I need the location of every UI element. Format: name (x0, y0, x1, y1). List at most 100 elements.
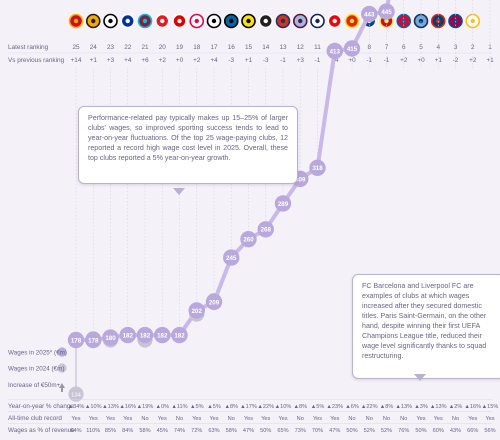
rb-leipzig-crest-icon (189, 13, 205, 29)
wages-2025-point (102, 329, 119, 346)
vs-previous-value: -1 (315, 57, 321, 64)
wages-2025-label: 415 (347, 46, 358, 53)
legend-wages-2024-marker (57, 363, 67, 373)
yoy-change-value: ▲13% (102, 404, 119, 410)
ranking-value: 11 (314, 44, 321, 51)
annotation-performance-pay-text: Performance-related pay typically makes … (88, 114, 288, 162)
west-ham-crest-icon-center (142, 18, 148, 24)
annotation-pointer (414, 374, 426, 381)
monaco-crest-icon-center (160, 18, 165, 24)
ranking-value: 16 (228, 44, 236, 51)
all-time-record-value: No (366, 416, 373, 422)
wages-pct-revenue-value: 50% (260, 428, 271, 434)
all-time-record-value: Yes (278, 416, 287, 422)
yoy-change-value: ▲13% (395, 404, 412, 410)
yoy-change-value: ▲0% (155, 404, 169, 410)
wages-2025-label: 318 (312, 165, 323, 172)
vs-previous-value: +0 (176, 57, 184, 64)
yoy-change-value: ▲22% (257, 404, 274, 410)
yoy-change-value: ▲5% (190, 404, 204, 410)
yoy-change-value: ▲15% (482, 404, 499, 410)
all-time-record-value: Yes (313, 416, 322, 422)
wages-2025-label: 178 (88, 337, 99, 344)
wages-2025-point (361, 5, 378, 23)
all-time-record-value: Yes (209, 416, 218, 422)
ranking-value: 2 (471, 44, 475, 51)
legend-wages-2025-label: Wages in 2025* (€m) (8, 350, 67, 357)
yoy-change-value: ▲10% (275, 404, 292, 410)
newcastle-crest-icon (258, 13, 274, 29)
nottingham-forest-crest-icon (172, 13, 187, 29)
all-time-record-value: Yes (261, 416, 270, 422)
ranking-value: 21 (141, 44, 149, 51)
ranking-value: 14 (262, 44, 270, 51)
wages-2025-point (67, 331, 85, 349)
vs-previous-value: -3 (228, 57, 234, 64)
wages-2025-point (119, 326, 136, 344)
row-label-wages-pct-revenue: Wages as % of revenue (8, 427, 75, 434)
nottingham-forest-crest-icon-center (177, 18, 182, 24)
newcastle-crest-icon-center (263, 18, 268, 24)
yoy-change-value: ▲8% (380, 404, 394, 410)
ranking-value: 17 (210, 44, 218, 51)
legend-wages-2024-label: Wages in 2024 (€m) (8, 366, 64, 373)
psg-crest-icon-center (436, 18, 441, 24)
ranking-value: 19 (176, 44, 184, 51)
galatasaray-crest-icon-center (73, 18, 79, 24)
all-time-record-value: Yes (89, 416, 98, 422)
yoy-change-value: ▲16% (119, 404, 136, 410)
ranking-value: 7 (385, 44, 389, 51)
man-united-crest-icon (344, 13, 360, 29)
wages-pct-revenue-value: 43% (450, 428, 461, 434)
vs-previous-value: +2 (193, 57, 201, 64)
wages-pct-revenue-value: 64% (70, 428, 81, 434)
wages-pct-revenue-value: 72% (191, 428, 202, 434)
wages-pct-revenue-value: 47% (329, 428, 340, 434)
wages-2025-point (274, 195, 292, 212)
annotation-performance-pay: Performance-related pay typically makes … (78, 106, 298, 184)
vs-previous-value: +14 (71, 57, 82, 64)
wages-2025-label: 245 (226, 255, 237, 262)
vs-previous-value: +6 (141, 57, 149, 64)
ranking-value: 15 (245, 44, 253, 51)
ranking-value: 23 (107, 44, 115, 51)
wages-2025-point (223, 249, 240, 266)
annotation-pointer (173, 188, 185, 195)
wages-pct-revenue-value: 52% (364, 428, 375, 434)
atletico-crest-icon (275, 13, 291, 29)
ranking-value: 4 (436, 44, 440, 51)
vs-previous-value: +3 (107, 57, 115, 64)
wages-2025-label: 182 (157, 332, 168, 339)
wages-2025-label: 289 (278, 201, 289, 208)
yoy-change-value: ▲3% (414, 404, 428, 410)
ranking-value: 24 (90, 44, 98, 51)
yoy-change-value: ▲2% (449, 404, 463, 410)
inter-crest-icon-center (229, 18, 234, 24)
wages-2025-point (326, 42, 343, 60)
wages-pct-revenue-value: 70% (312, 428, 323, 434)
all-time-record-value: Yes (416, 416, 425, 422)
wages-2025-label: 209 (209, 299, 220, 306)
wages-2025-point (343, 40, 361, 57)
wages-2025-point (171, 326, 188, 344)
vs-previous-value: -1 (280, 57, 286, 64)
wages-pct-revenue-value: 74% (174, 428, 185, 434)
wages-2025-point (85, 331, 102, 349)
west-ham-crest-icon (137, 13, 153, 29)
ranking-value: 13 (279, 44, 287, 51)
yoy-change-value: ▲10% (85, 404, 102, 410)
fulham-crest-icon-center (108, 18, 113, 24)
wages-pct-revenue-value: 58% (226, 428, 237, 434)
yoy-change-value: ▲17% (240, 404, 257, 410)
wages-pct-revenue-value: 45% (157, 428, 168, 434)
wages-2025-label: 413 (330, 48, 341, 55)
yoy-change-value: ▲5% (207, 404, 221, 410)
row-label-latest-ranking: Latest ranking (8, 44, 49, 51)
yoy-change-value: ▲5% (311, 404, 325, 410)
vs-previous-value: +1 (245, 57, 253, 64)
all-time-record-value: No (297, 416, 304, 422)
all-time-record-value: Yes (123, 416, 132, 422)
arsenal-crest-icon (327, 13, 343, 29)
all-time-record-value: Yes (468, 416, 477, 422)
